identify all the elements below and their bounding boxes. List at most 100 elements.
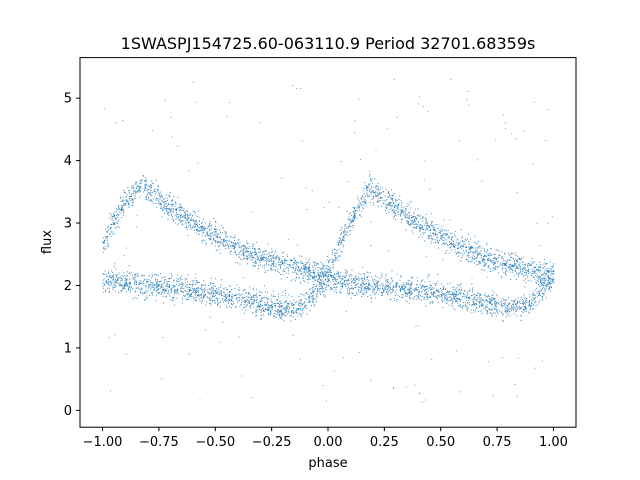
data-point: [481, 269, 483, 270]
data-point: [144, 299, 146, 300]
data-point: [323, 275, 325, 277]
data-point: [372, 204, 374, 206]
data-point: [385, 188, 387, 190]
data-point: [387, 293, 389, 295]
data-point: [459, 299, 461, 301]
data-point: [422, 217, 424, 219]
data-point: [279, 266, 281, 268]
data-point: [239, 241, 241, 243]
data-point: [256, 299, 258, 300]
data-point: [483, 265, 485, 267]
data-point: [218, 287, 219, 289]
data-point: [167, 286, 169, 288]
data-point: [538, 293, 540, 295]
data-point: [543, 285, 544, 286]
data-point: [138, 288, 140, 290]
data-point: [146, 298, 148, 300]
data-point: [394, 291, 396, 293]
data-point: [477, 292, 479, 294]
data-point: [212, 296, 214, 298]
data-point: [268, 305, 269, 307]
data-point: [282, 256, 284, 257]
data-point: [209, 289, 211, 291]
data-point: [261, 299, 263, 301]
data-point: [521, 303, 523, 304]
data-point: [190, 295, 191, 297]
data-point: [376, 188, 378, 190]
data-point: [488, 265, 490, 267]
data-point: [278, 301, 280, 302]
data-point: [466, 296, 468, 298]
data-point: [150, 184, 152, 186]
data-point: [171, 287, 173, 289]
data-point: [545, 273, 546, 275]
data-point: [433, 234, 435, 236]
data-point: [459, 304, 461, 305]
data-point: [363, 277, 365, 279]
data-point: [280, 310, 282, 312]
data-point: [382, 289, 384, 291]
data-point: [229, 294, 231, 296]
data-point: [372, 196, 374, 198]
data-point: [368, 287, 370, 289]
data-point: [105, 280, 107, 282]
data-point: [522, 256, 524, 258]
data-point: [486, 311, 488, 313]
data-point: [217, 292, 219, 294]
data-point: [187, 298, 189, 300]
data-point: [470, 250, 471, 252]
data-point: [478, 251, 480, 253]
data-point: [130, 273, 132, 275]
data-point: [476, 254, 478, 256]
data-point: [523, 309, 524, 311]
data-point: [457, 244, 459, 246]
data-point: [505, 269, 507, 271]
data-point: [538, 266, 540, 267]
data-point: [412, 277, 414, 279]
data-point: [540, 291, 542, 293]
data-point: [337, 243, 339, 245]
data-point: [270, 258, 272, 260]
data-point: [421, 280, 423, 282]
data-point: [130, 288, 132, 290]
data-point: [450, 299, 452, 301]
data-point: [330, 271, 331, 273]
data-point: [207, 292, 209, 294]
data-point: [201, 300, 203, 302]
data-point: [323, 276, 324, 278]
data-point: [399, 290, 401, 292]
data-point: [217, 242, 218, 244]
data-point: [171, 291, 172, 293]
data-point: [336, 257, 338, 259]
data-point: [118, 292, 120, 294]
data-point: [118, 207, 119, 209]
data-point: [122, 199, 124, 201]
data-point: [489, 302, 491, 304]
data-point: [348, 227, 349, 229]
data-point: [304, 280, 306, 282]
data-point: [355, 275, 357, 277]
data-point: [187, 218, 189, 220]
data-point: [205, 244, 207, 246]
data-point: [269, 264, 271, 266]
data-point: [245, 292, 247, 294]
data-point: [477, 256, 479, 258]
data-point: [461, 237, 463, 239]
data-point: [479, 262, 481, 263]
data-point: [549, 281, 550, 283]
data-point: [522, 301, 524, 303]
data-point: [428, 275, 429, 277]
data-point: [479, 304, 481, 306]
data-point: [419, 291, 421, 293]
data-point: [531, 271, 533, 272]
data-point: [126, 285, 128, 287]
data-point: [450, 245, 452, 247]
data-point: [369, 288, 371, 290]
data-point: [358, 206, 360, 207]
data-point: [145, 198, 147, 200]
data-point: [319, 288, 321, 290]
data-point: [323, 273, 325, 275]
data-point: [226, 289, 228, 290]
data-point: [494, 257, 496, 259]
data-point: [487, 254, 489, 256]
